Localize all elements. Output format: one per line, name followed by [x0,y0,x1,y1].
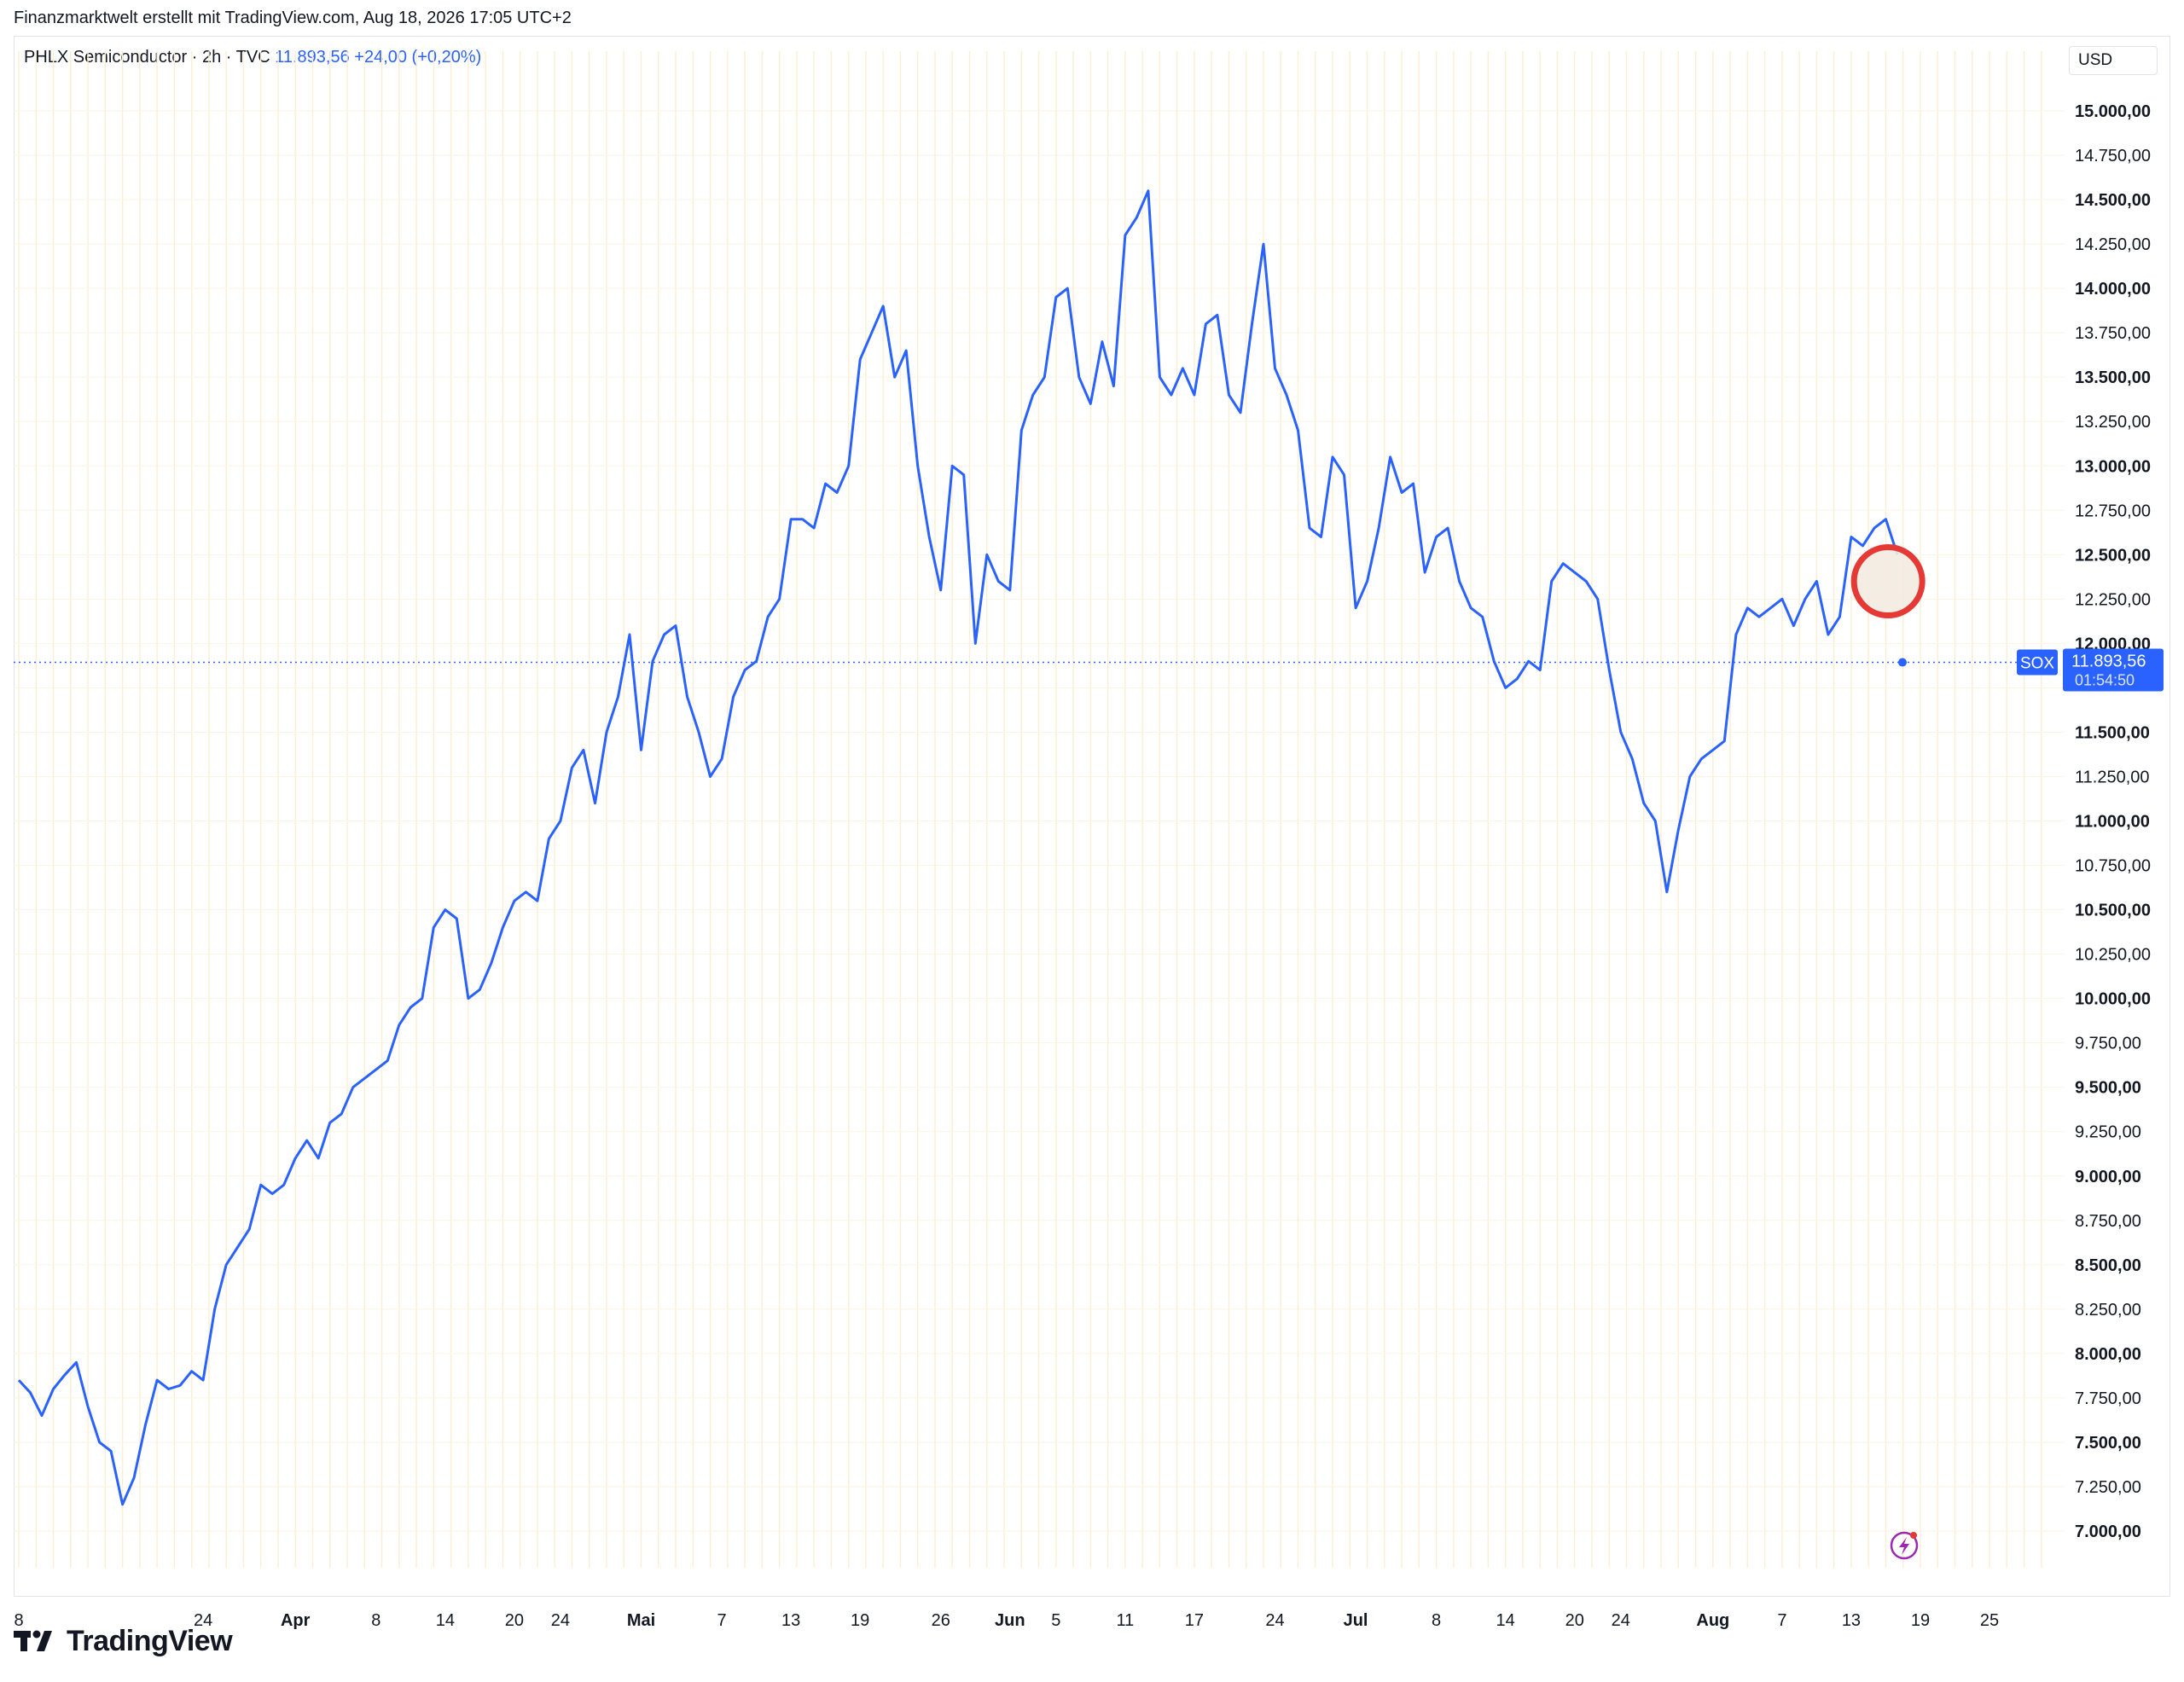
y-tick-label: 13.250,00 [2075,413,2151,432]
y-tick-label: 10.500,00 [2075,902,2151,920]
highlight-circle-marker[interactable] [1850,544,1926,619]
y-tick-label: 11.000,00 [2075,813,2150,832]
x-tick-label: 5 [1051,1611,1060,1630]
legend-change: +24,00 (+0,20%) [354,48,482,67]
x-tick-label: 8 [371,1611,380,1630]
x-tick-label: 11 [1116,1611,1134,1630]
currency-selector[interactable]: USD [2069,46,2158,75]
x-tick-label: Aug [1696,1611,1729,1630]
lightning-icon[interactable] [1890,1531,1919,1560]
chart-frame[interactable] [14,36,2170,1597]
y-tick-label: 12.500,00 [2075,546,2151,565]
x-tick-label: 8 [1432,1611,1441,1630]
x-tick-label: 19 [851,1611,869,1630]
y-tick-label: 9.500,00 [2075,1079,2141,1098]
x-tick-label: 24 [551,1611,570,1630]
y-tick-label: 12.750,00 [2075,502,2151,520]
x-tick-label: 13 [1842,1611,1861,1630]
y-tick-label: 14.500,00 [2075,191,2151,210]
price-tag-box [2063,648,2164,692]
y-tick-label: 14.250,00 [2075,235,2151,254]
price-tag-ticker-box [2017,649,2058,676]
x-tick-label: 25 [1980,1611,1999,1630]
y-tick-label: 14.750,00 [2075,147,2151,165]
x-tick-label: 13 [781,1611,800,1630]
y-tick-label: 14.000,00 [2075,280,2151,299]
x-tick-label: 26 [932,1611,950,1630]
tradingview-wordmark: TradingView [67,1624,233,1657]
y-tick-label: 13.750,00 [2075,324,2151,343]
y-tick-label: 9.750,00 [2075,1035,2141,1053]
y-tick-label: 11.500,00 [2075,723,2150,742]
x-tick-label: 8 [14,1611,23,1630]
y-tick-label: 7.000,00 [2075,1522,2141,1541]
y-tick-label: 7.750,00 [2075,1389,2141,1408]
y-tick-label: 13.000,00 [2075,457,2151,476]
y-tick-label: 13.500,00 [2075,368,2151,387]
price-tag-countdown: 01:54:50 [2075,672,2135,689]
y-tick-label: 8.750,00 [2075,1212,2141,1231]
y-tick-label: 8.250,00 [2075,1301,2141,1320]
x-tick-label: 24 [1612,1611,1630,1630]
x-tick-label: 14 [1496,1611,1515,1630]
price-tag-value: 11.893,56 [2071,652,2146,671]
tradingview-logo-icon [14,1630,52,1651]
x-axis[interactable]: 8 24 Apr 8 14 20 24 Mai 7 13 19 26 Jun 5 11 17 24 Jul 8 14 2… [14,1611,1999,1630]
x-tick-label: 7 [717,1611,726,1630]
x-tick-label: 17 [1185,1611,1204,1630]
x-tick-label: 7 [1777,1611,1786,1630]
tradingview-logo[interactable]: TradingView [14,1624,233,1658]
price-series-line[interactable] [17,189,1899,1506]
y-axis[interactable]: 7.000,00 7.250,00 7.500,00 7.750,00 8.000,00… [2075,102,2151,1541]
y-tick-label: 11.250,00 [2075,768,2150,786]
x-tick-label: 14 [436,1611,455,1630]
last-price-dot [1897,658,1907,667]
x-tick-label: 20 [1565,1611,1584,1630]
y-tick-label: 7.500,00 [2075,1434,2141,1453]
x-tick-label: Jun [995,1611,1025,1630]
y-tick-label: 15.000,00 [2075,102,2151,121]
y-tick-label: 9.250,00 [2075,1123,2141,1142]
y-tick-label: 8.000,00 [2075,1345,2141,1364]
y-tick-label: 10.250,00 [2075,946,2151,965]
x-tick-label: Apr [281,1611,311,1630]
x-tick-label: Mai [627,1611,655,1630]
y-tick-label: 7.250,00 [2075,1478,2141,1497]
x-tick-label: 24 [1265,1611,1284,1630]
y-tick-label: 10.750,00 [2075,857,2151,876]
y-tick-label: 10.000,00 [2075,990,2151,1009]
y-tick-label: 12.250,00 [2075,590,2151,609]
y-tick-label: 9.000,00 [2075,1168,2141,1186]
price-tag-ticker: SOX [2020,655,2054,673]
x-tick-label: 19 [1911,1611,1930,1630]
y-tick-label: 8.500,00 [2075,1256,2141,1275]
x-tick-label: 20 [505,1611,524,1630]
x-tick-label: Jul [1344,1611,1368,1630]
created-by-text: Finanzmarktwelt erstellt mit TradingView… [14,9,572,27]
grid [14,51,2065,1568]
x-tick-label: 24 [194,1611,212,1630]
